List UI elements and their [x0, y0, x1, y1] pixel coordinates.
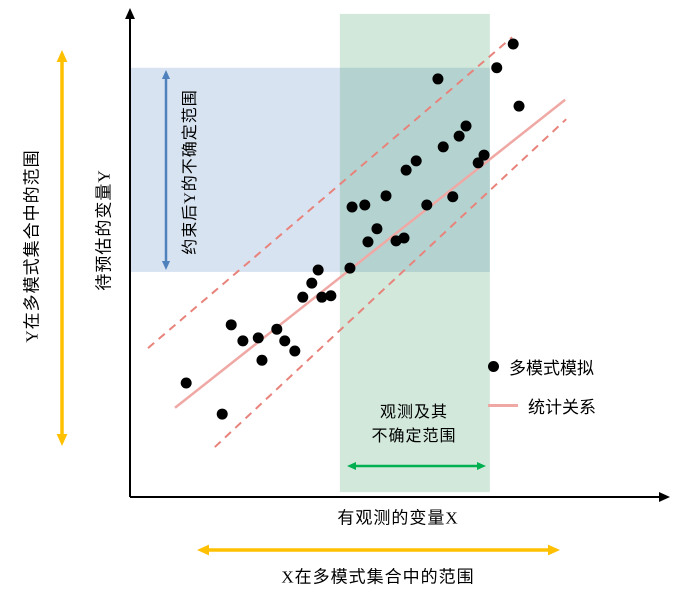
- model-point: [316, 291, 328, 303]
- regression-line: [174, 98, 566, 409]
- model-point: [237, 335, 249, 347]
- observation-x-band: [339, 13, 490, 493]
- legend-item-relationship: 统计关系: [488, 393, 596, 418]
- legend-label-models: 多模式模拟: [509, 359, 594, 378]
- model-point: [421, 199, 433, 211]
- model-point: [380, 190, 392, 202]
- model-point: [400, 164, 412, 176]
- bottom-range-label: X在多模式集合中的范围: [281, 567, 475, 587]
- model-point: [359, 199, 371, 211]
- confidence-bound-1: [147, 36, 513, 349]
- model-point: [180, 377, 192, 389]
- y-axis-label: 待预估的变量Y: [94, 169, 114, 291]
- model-point: [453, 130, 465, 142]
- obs-band-label-line1: 观测及其: [379, 404, 449, 421]
- model-point: [306, 277, 318, 289]
- model-point: [312, 264, 324, 276]
- model-point: [507, 38, 519, 50]
- model-point: [432, 73, 444, 85]
- x-axis-label: 有观测的变量X: [337, 508, 459, 528]
- model-point: [216, 408, 228, 420]
- axes: [125, 8, 670, 502]
- model-point: [289, 345, 301, 357]
- model-point: [491, 62, 503, 74]
- model-point: [460, 120, 472, 132]
- legend-line-marker: [488, 404, 518, 407]
- legend-item-models: 多模式模拟: [488, 354, 596, 379]
- model-point: [447, 191, 459, 203]
- legend: 多模式模拟 统计关系: [488, 354, 596, 418]
- model-point: [225, 319, 237, 331]
- model-point: [478, 149, 490, 161]
- model-point: [279, 335, 291, 347]
- model-point: [252, 332, 264, 344]
- left-range-label: Y在多模式集合中的范围: [22, 149, 42, 343]
- fit-lines: [147, 36, 567, 448]
- model-point: [398, 232, 410, 244]
- legend-dot-marker: [488, 361, 499, 372]
- scatter-points: [180, 38, 525, 420]
- model-point: [346, 201, 358, 213]
- model-point: [325, 290, 337, 302]
- model-point: [344, 262, 356, 274]
- model-point: [271, 323, 283, 335]
- constrained-uncertainty-label: 约束后Y的不确定范围: [182, 89, 199, 255]
- model-point: [472, 157, 484, 169]
- constrained-y-band: [131, 67, 490, 272]
- legend-label-relationship: 统计关系: [528, 398, 596, 417]
- model-point: [297, 291, 309, 303]
- model-point: [362, 236, 374, 248]
- model-point: [256, 354, 268, 366]
- model-point: [437, 141, 449, 153]
- obs-band-label-line2: 不确定范围: [371, 428, 457, 445]
- model-point: [513, 100, 525, 112]
- confidence-bound-2: [214, 118, 567, 448]
- shaded-bands: [131, 13, 490, 493]
- annotation-arrows: [56, 50, 560, 556]
- model-point: [410, 155, 422, 167]
- model-point: [371, 223, 383, 235]
